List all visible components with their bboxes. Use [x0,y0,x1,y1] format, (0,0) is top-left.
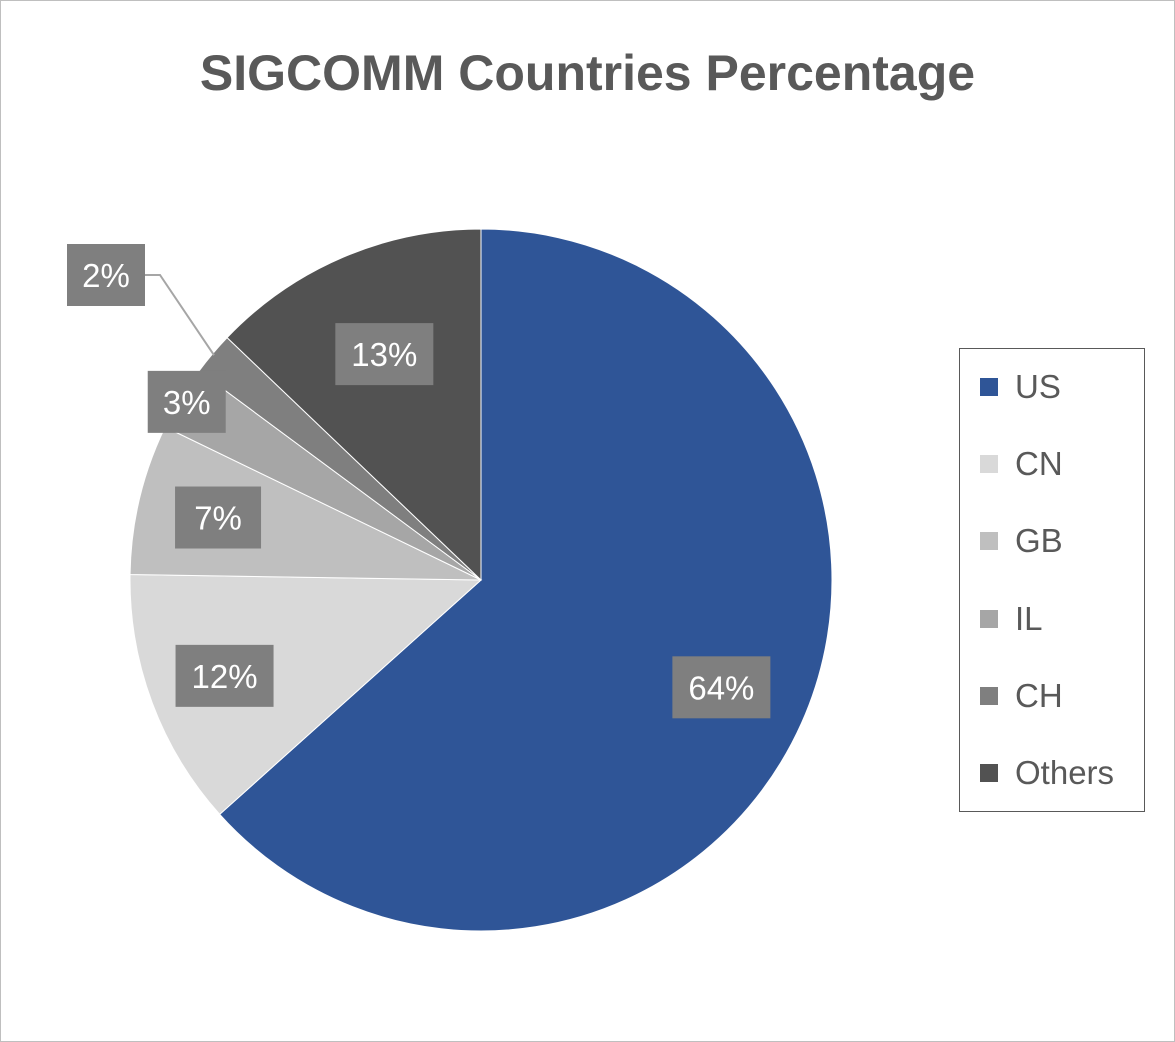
chart-title: SIGCOMM Countries Percentage [199,45,976,101]
legend-label-us: US [1015,368,1061,405]
data-label-gb: 7% [175,486,262,549]
chart-legend: US CN GB IL CH Others [959,348,1145,812]
data-label-il: 3% [147,370,226,433]
data-label-box-gb [175,486,262,549]
legend-swatch-cn [980,455,998,473]
legend-swatch-us [980,378,998,396]
leader-line-ch [145,274,215,356]
data-label-others: 13% [335,323,434,386]
data-label-text-il: 3% [163,384,211,421]
legend-label-others: Others [1015,754,1115,791]
data-label-text-gb: 7% [194,500,242,537]
data-label-box-us [672,656,771,719]
legend-swatch-gb [980,532,998,550]
data-label-text-cn: 12% [192,658,258,695]
pie-slice-us [218,228,833,932]
legend-swatch-ch [980,687,998,705]
legend-label-gb: GB [1015,522,1063,559]
data-label-box-ch [67,244,145,306]
pie-slice-others [226,228,482,582]
legend-item-others: Others [980,753,1114,793]
pie-slice-cn [129,574,483,816]
legend-label-ch: CH [1015,677,1063,714]
legend-item-cn: CN [980,444,1063,484]
legend-item-il: IL [980,599,1043,639]
data-label-text-others: 13% [351,336,417,373]
legend-label-il: IL [1015,600,1043,637]
data-label-box-cn [175,644,274,707]
data-label-box-others [335,323,434,386]
data-label-cn: 12% [175,644,274,707]
legend-swatch-il [980,610,998,628]
legend-swatch-others [980,764,998,782]
data-label-us: 64% [672,656,771,719]
legend-item-ch: CH [980,676,1063,716]
legend-item-us: US [980,367,1061,407]
data-label-text-us: 64% [688,669,754,706]
legend-item-gb: GB [980,521,1063,561]
data-label-text-ch: 2% [82,257,130,294]
data-label-box-il [147,370,226,433]
data-label-ch: 2% [67,244,145,306]
legend-label-cn: CN [1015,445,1063,482]
